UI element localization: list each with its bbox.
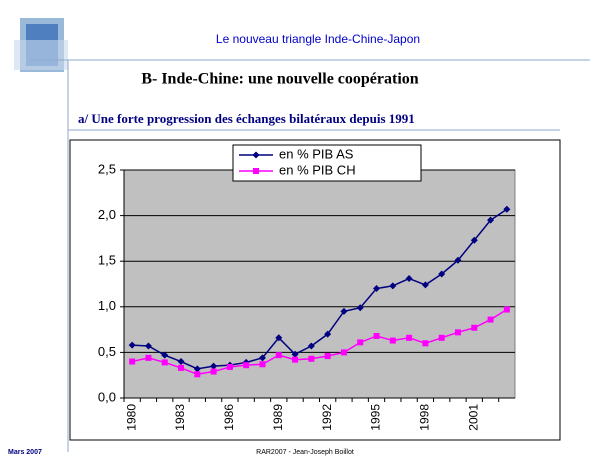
- point: [470, 236, 478, 244]
- point: [144, 342, 152, 350]
- legend-marker: [253, 168, 259, 174]
- slide-title: B- Inde-Chine: une nouvelle coopération: [141, 71, 418, 88]
- point: [324, 330, 332, 338]
- point: [194, 371, 201, 378]
- point: [340, 307, 348, 315]
- point: [307, 342, 315, 350]
- x-tick-label: 1980: [124, 404, 138, 431]
- point: [487, 216, 495, 224]
- footer-left: Mars 2007: [8, 449, 42, 456]
- point: [161, 359, 168, 366]
- point: [389, 337, 396, 344]
- legend-marker: [252, 151, 260, 159]
- logo-overlay: [14, 40, 68, 70]
- slide-subtitle: a/ Une forte progression des échanges bi…: [78, 111, 415, 126]
- point: [438, 270, 446, 278]
- y-tick-label: 2,0: [98, 207, 116, 222]
- x-tick-label: 1986: [222, 404, 236, 431]
- x-tick-label: 2001: [466, 404, 480, 431]
- logo: [14, 18, 68, 72]
- point: [275, 352, 282, 359]
- point: [291, 350, 299, 358]
- point: [177, 358, 185, 366]
- point: [259, 361, 266, 368]
- point: [454, 256, 462, 264]
- legend-box: [232, 144, 422, 182]
- point: [405, 275, 413, 283]
- point: [324, 353, 331, 360]
- x-tick-label: 1983: [173, 404, 187, 431]
- x-tick-label: 1998: [418, 404, 432, 431]
- point: [128, 341, 136, 349]
- header: Le nouveau triangle Inde-Chine-Japon: [216, 32, 420, 46]
- point: [471, 324, 478, 331]
- y-tick-label: 1,5: [98, 253, 116, 268]
- point: [292, 356, 299, 363]
- plot-area: [123, 169, 516, 399]
- point: [373, 285, 381, 293]
- chart: 0,0 0,5 1,0 1,5 2,0 2,5 1980 1983 1986 1989 1992 19…: [98, 144, 516, 431]
- point: [258, 354, 266, 362]
- point: [503, 205, 511, 213]
- point: [373, 332, 380, 339]
- point: [210, 368, 217, 375]
- point: [226, 363, 233, 370]
- point: [340, 349, 347, 356]
- y-tick-label: 2,5: [98, 161, 116, 176]
- point: [357, 339, 364, 346]
- footer-center: RAR2007 - Jean-Joseph Boillot: [256, 449, 354, 456]
- legend-label: en % PIB AS: [279, 146, 354, 161]
- point: [438, 334, 445, 341]
- point: [129, 358, 136, 365]
- y-tick-label: 0,5: [98, 344, 116, 359]
- point: [503, 306, 510, 313]
- point: [308, 355, 315, 362]
- x-tick-label: 1992: [320, 404, 334, 431]
- point: [356, 304, 364, 312]
- point: [421, 281, 429, 289]
- point: [275, 334, 283, 342]
- point: [161, 351, 169, 359]
- point: [210, 362, 218, 370]
- legend-label: en % PIB CH: [279, 162, 356, 177]
- point: [454, 329, 461, 336]
- point: [193, 365, 201, 373]
- point: [243, 362, 250, 369]
- point: [487, 316, 494, 323]
- y-tick-label: 0,0: [98, 389, 116, 404]
- x-tick-label: 1995: [369, 404, 383, 431]
- point: [178, 364, 185, 371]
- x-tick-label: 1989: [271, 404, 285, 431]
- point: [389, 282, 397, 290]
- point: [145, 354, 152, 361]
- series-line: [132, 208, 508, 370]
- point: [406, 334, 413, 341]
- point: [422, 340, 429, 347]
- y-tick-label: 1,0: [98, 298, 116, 313]
